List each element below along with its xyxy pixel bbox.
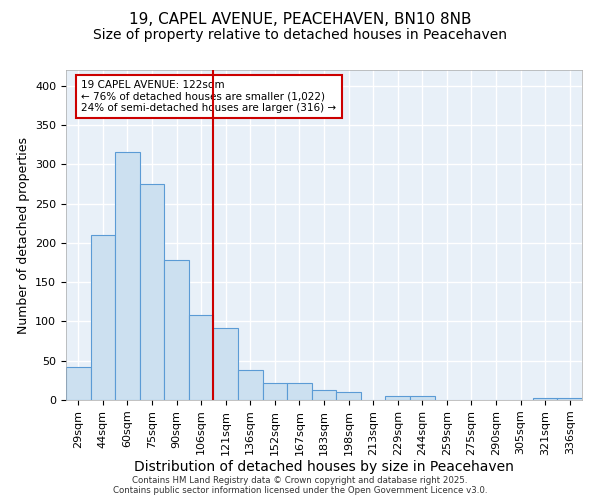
Text: Contains HM Land Registry data © Crown copyright and database right 2025.
Contai: Contains HM Land Registry data © Crown c… — [113, 476, 487, 495]
Bar — [91, 235, 115, 400]
Bar — [385, 396, 410, 400]
Bar — [557, 398, 582, 400]
Bar — [189, 315, 214, 400]
Bar — [164, 260, 189, 400]
Text: 19 CAPEL AVENUE: 122sqm
← 76% of detached houses are smaller (1,022)
24% of semi: 19 CAPEL AVENUE: 122sqm ← 76% of detache… — [82, 80, 337, 113]
Bar — [263, 382, 287, 400]
Bar — [410, 396, 434, 400]
X-axis label: Distribution of detached houses by size in Peacehaven: Distribution of detached houses by size … — [134, 460, 514, 474]
Bar — [140, 184, 164, 400]
Bar — [238, 370, 263, 400]
Text: 19, CAPEL AVENUE, PEACEHAVEN, BN10 8NB: 19, CAPEL AVENUE, PEACEHAVEN, BN10 8NB — [129, 12, 471, 28]
Text: Size of property relative to detached houses in Peacehaven: Size of property relative to detached ho… — [93, 28, 507, 42]
Bar — [336, 392, 361, 400]
Bar — [287, 382, 312, 400]
Y-axis label: Number of detached properties: Number of detached properties — [17, 136, 29, 334]
Bar — [214, 328, 238, 400]
Bar — [533, 398, 557, 400]
Bar — [312, 390, 336, 400]
Bar — [115, 152, 140, 400]
Bar — [66, 367, 91, 400]
